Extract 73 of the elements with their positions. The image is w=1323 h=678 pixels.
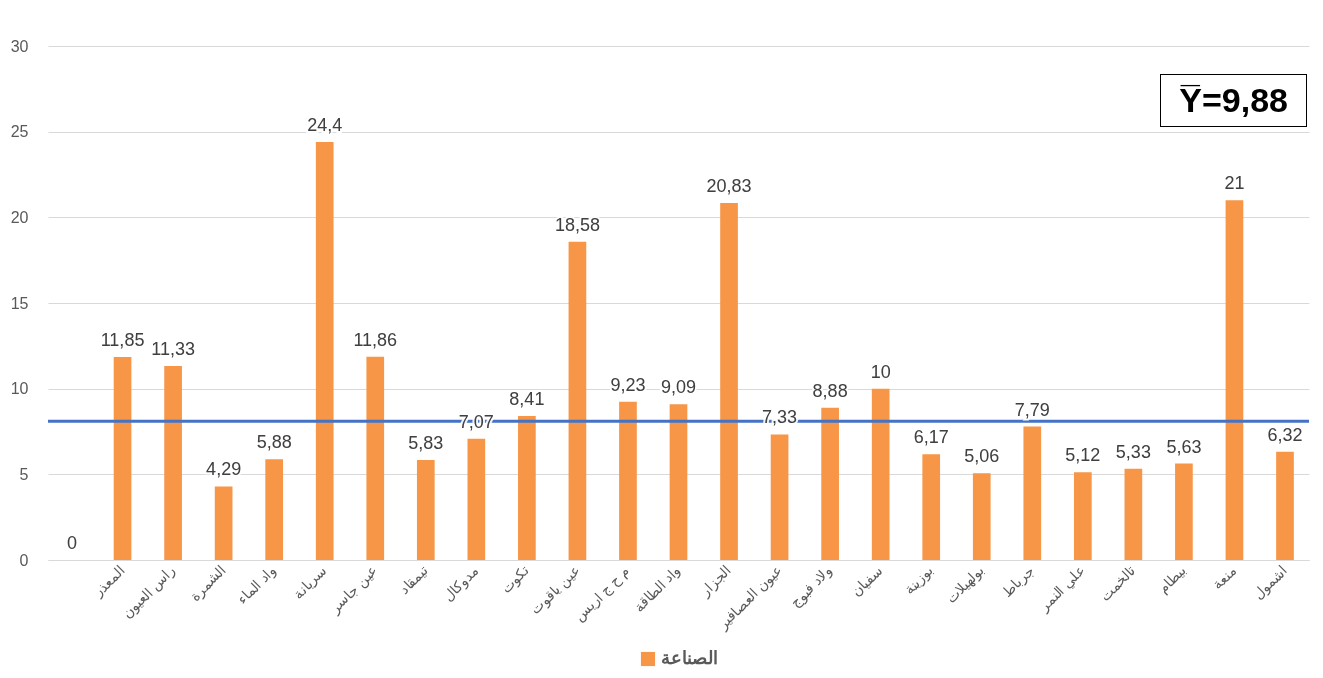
x-tick-label: ولاد فبوج bbox=[787, 562, 836, 611]
x-tick-label: منعة bbox=[1209, 562, 1240, 593]
data-label: 11,33 bbox=[151, 338, 195, 359]
x-tick-label: تيمقاد bbox=[396, 562, 431, 597]
data-label: 5,63 bbox=[1166, 436, 1202, 457]
y-tick-label: 0 bbox=[19, 551, 29, 569]
x-tick-label: بولهيلات bbox=[942, 562, 988, 607]
bar bbox=[1124, 468, 1143, 560]
legend-label: الصناعة bbox=[661, 648, 718, 668]
x-tick-label: جرباط bbox=[999, 562, 1038, 602]
data-label: 8,41 bbox=[509, 388, 545, 409]
bar bbox=[315, 141, 334, 560]
data-label: 7,79 bbox=[1014, 399, 1050, 420]
y-tick-label: 20 bbox=[10, 208, 29, 226]
bar bbox=[619, 401, 637, 560]
y-tick-label: 15 bbox=[10, 294, 29, 312]
bar bbox=[164, 365, 182, 560]
bar bbox=[113, 356, 132, 560]
bar bbox=[416, 460, 435, 560]
bar bbox=[467, 438, 486, 560]
data-label: 8,88 bbox=[812, 380, 848, 401]
data-label: 5,33 bbox=[1115, 441, 1151, 462]
bar bbox=[1225, 200, 1244, 560]
data-label: 6,32 bbox=[1267, 424, 1303, 445]
x-tick-label: بوزينة bbox=[900, 562, 937, 599]
bar bbox=[1175, 463, 1193, 560]
data-label: 11,86 bbox=[353, 329, 398, 350]
y-tick-label: 25 bbox=[10, 123, 29, 141]
x-tick-label: تالخمت bbox=[1096, 562, 1139, 604]
data-label: 5,12 bbox=[1065, 445, 1101, 466]
bar bbox=[568, 241, 587, 560]
data-label: 9,23 bbox=[610, 374, 646, 395]
x-tick-label: بيطام bbox=[1154, 562, 1190, 597]
data-label: 11,85 bbox=[100, 329, 145, 350]
data-label: 24,4 bbox=[307, 114, 343, 135]
bar bbox=[669, 404, 688, 560]
x-tick-label: واد الماء bbox=[233, 562, 280, 609]
bar bbox=[518, 415, 536, 560]
data-label: 5,88 bbox=[256, 432, 292, 453]
bar bbox=[972, 473, 991, 560]
x-tick-label: مدوكال bbox=[439, 562, 482, 605]
data-label: 18,58 bbox=[554, 214, 600, 235]
bar bbox=[1023, 426, 1042, 560]
data-label: 10 bbox=[870, 361, 891, 382]
x-tick-label: علي النمر bbox=[1035, 562, 1089, 616]
annotation: Y̅=9,88 bbox=[1160, 74, 1307, 127]
x-tick-label: واد الطاقة bbox=[630, 562, 685, 616]
x-tick-label: المعذر bbox=[89, 562, 129, 602]
y-tick-label: 30 bbox=[10, 37, 29, 55]
data-label: 4,29 bbox=[206, 459, 242, 480]
bar bbox=[1276, 451, 1294, 560]
data-label: 21 bbox=[1224, 173, 1245, 194]
data-label: 5,06 bbox=[964, 446, 1000, 467]
bar bbox=[265, 459, 284, 560]
bar bbox=[1073, 472, 1092, 560]
data-label: 6,17 bbox=[913, 427, 949, 448]
x-tick-label: اشمول bbox=[1249, 562, 1291, 604]
data-label: 0 bbox=[67, 533, 78, 553]
x-tick-label: الشمرة bbox=[186, 562, 230, 605]
data-label: 5,83 bbox=[408, 433, 444, 454]
bar bbox=[821, 407, 839, 560]
x-tick-label: سفيان bbox=[848, 562, 886, 600]
bar bbox=[922, 454, 941, 560]
data-label: 20,83 bbox=[706, 176, 752, 197]
bar bbox=[214, 486, 233, 560]
bar bbox=[366, 356, 385, 560]
y-tick-label: 5 bbox=[19, 465, 29, 483]
x-tick-label: تكوت bbox=[497, 562, 533, 597]
bar bbox=[770, 434, 789, 560]
y-tick-label: 10 bbox=[10, 380, 29, 398]
bar bbox=[720, 203, 738, 560]
data-label: 9,09 bbox=[660, 377, 697, 398]
bar bbox=[871, 388, 890, 560]
